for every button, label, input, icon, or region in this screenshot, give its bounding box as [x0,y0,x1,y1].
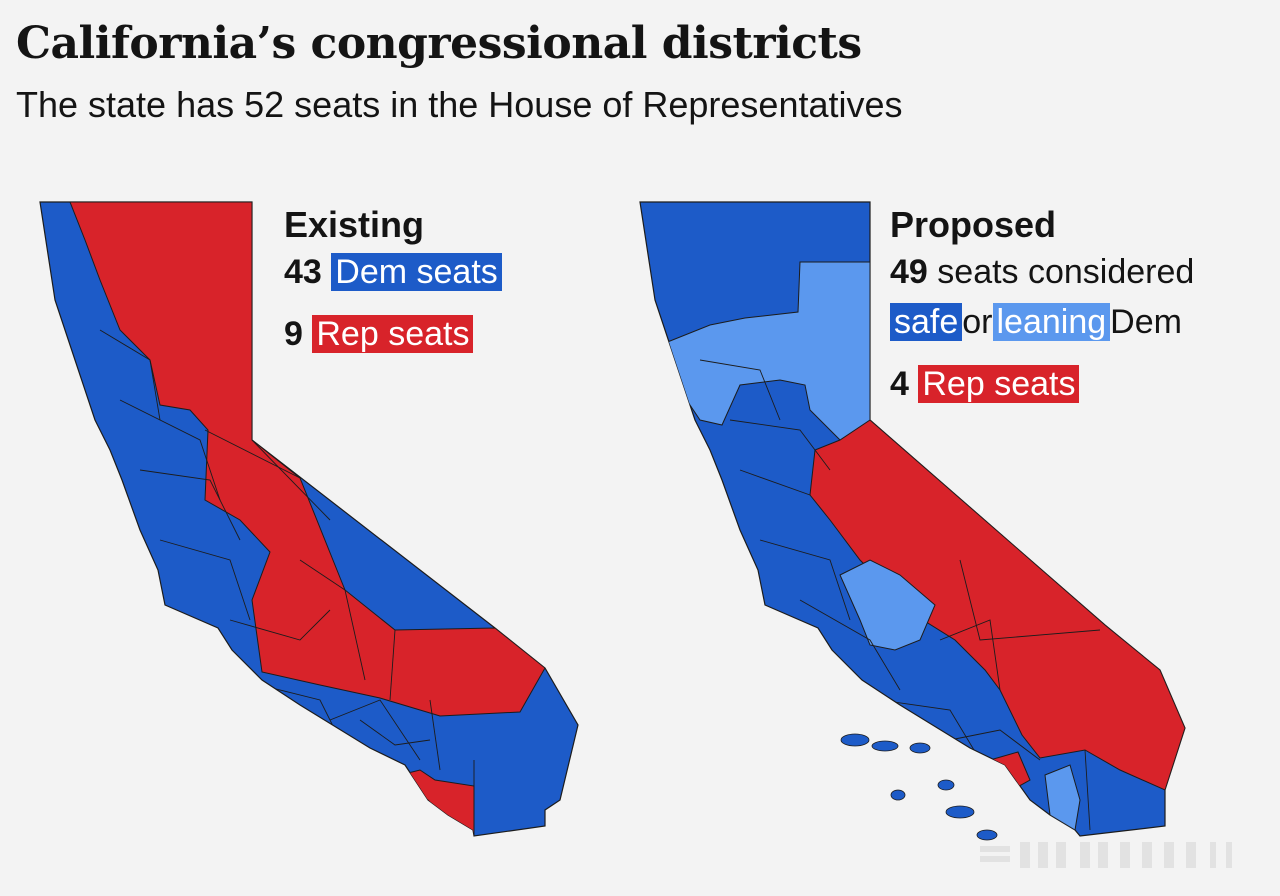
proposed-category-line: safe or leaning Dem [890,298,1194,348]
proposed-count-line: 49 seats considered [890,248,1194,298]
existing-dem-label: Dem seats [331,253,502,291]
proposed-count-text: seats considered [937,253,1195,291]
existing-dem-count: 43 [284,253,322,291]
proposed-leaning-north [659,261,871,441]
proposed-rep-label: Rep seats [918,365,1080,403]
existing-dem-line: 43 Dem seats [284,248,502,298]
existing-rep-count: 9 [284,315,303,353]
page-subtitle: The state has 52 seats in the House of R… [16,84,903,125]
existing-legend: Existing 43 Dem seats 9 Rep seats [284,202,502,360]
proposed-rep-count: 4 [890,365,909,403]
proposed-count: 49 [890,253,928,291]
page-title: California’s congressional districts [16,18,862,69]
proposed-leaning-label: leaning [992,303,1111,341]
proposed-safe-label: safe [890,303,963,341]
proposed-dem-text: Dem [1110,303,1182,341]
proposed-heading: Proposed [890,204,1057,245]
proposed-districts [659,261,1185,831]
existing-rep-line: 9 Rep seats [284,310,502,360]
proposed-leaning-central [839,559,936,651]
proposed-map [639,201,1186,841]
existing-rep-label: Rep seats [312,315,474,353]
proposed-or-text: or [962,303,993,341]
watermark-mark [980,840,1250,870]
proposed-rep-central [809,419,1185,791]
proposed-rep-line: 4 Rep seats [890,360,1194,410]
channel-islands [840,733,998,841]
proposed-legend: Proposed 49 seats considered safe or leani… [890,202,1194,410]
existing-heading: Existing [284,204,425,245]
proposed-leaning-south [1044,764,1081,831]
proposed-district-borders [699,359,1101,831]
